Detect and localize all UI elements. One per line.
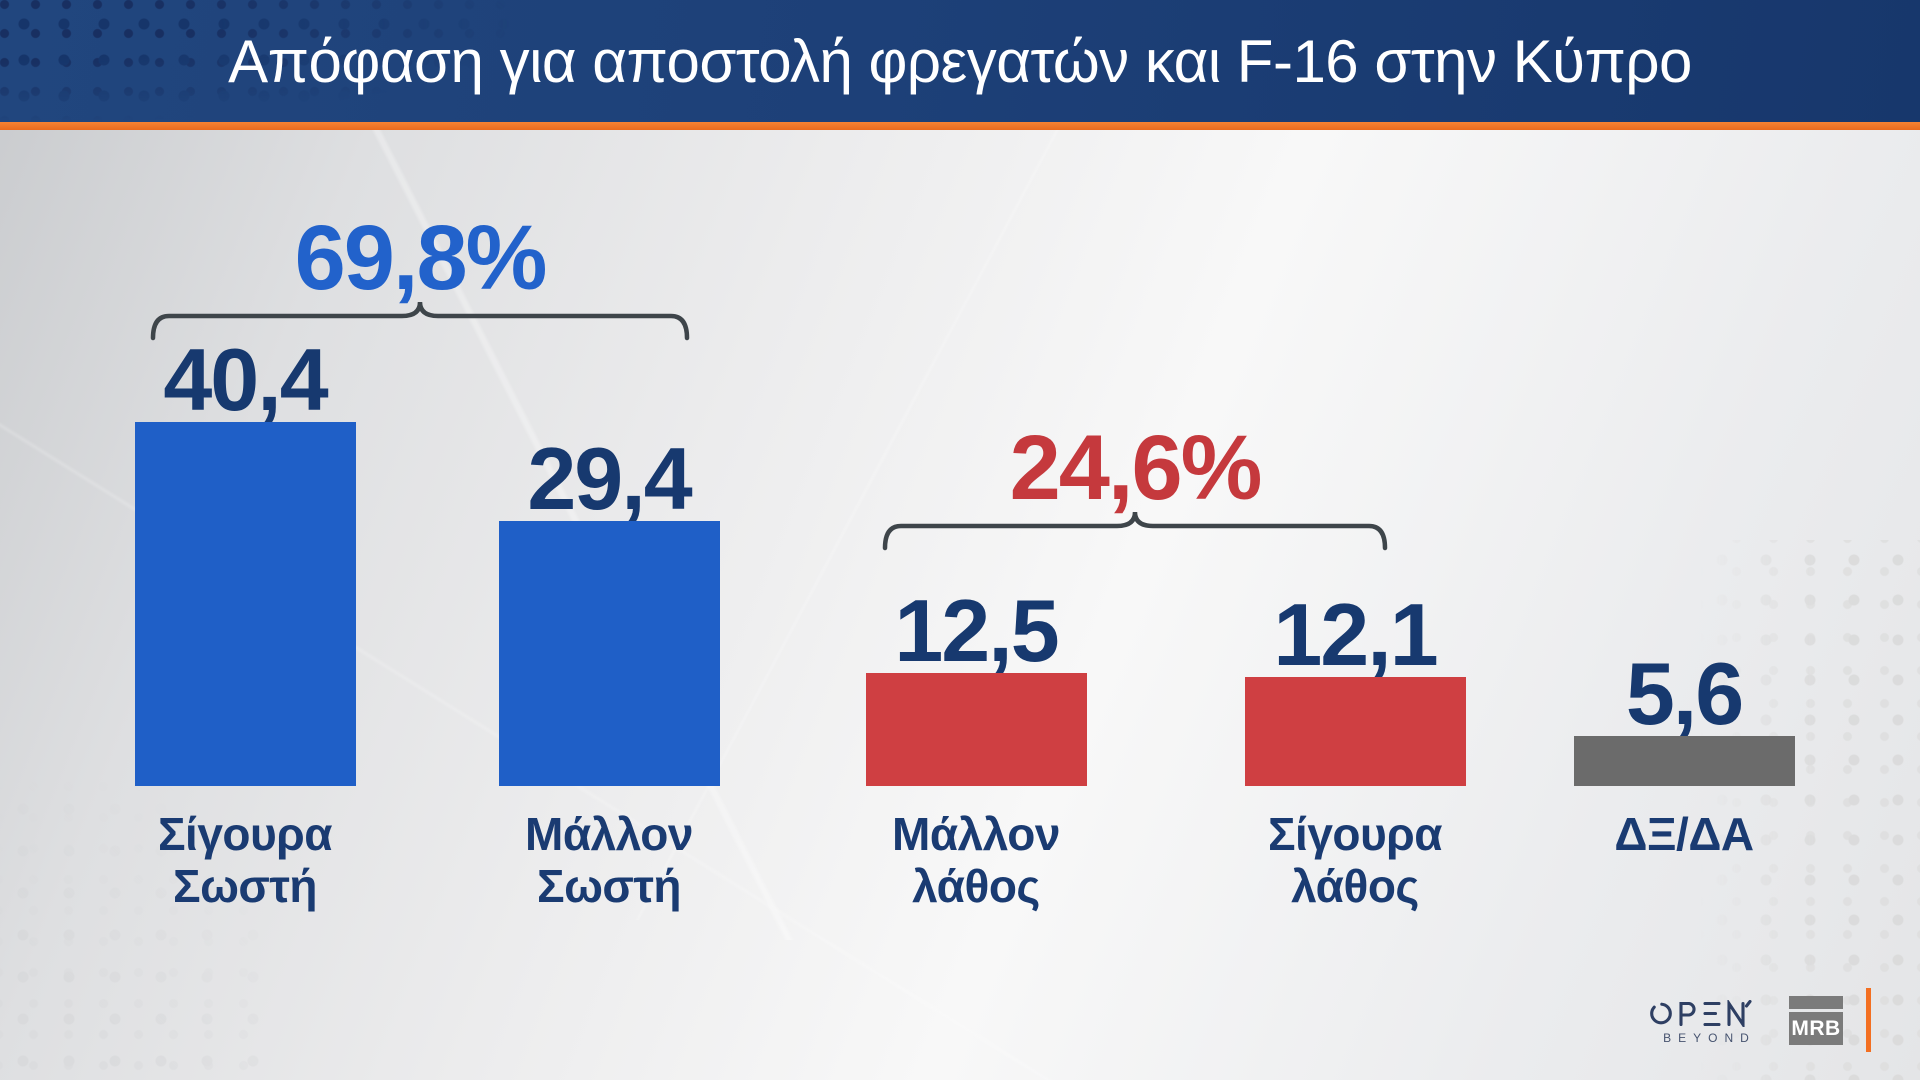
bar <box>1244 677 1466 786</box>
bar-value-label: 12,1 <box>1273 585 1438 684</box>
bar-category-line: Σωστή <box>536 860 682 912</box>
bar-category-line: Σίγουρα <box>1267 808 1443 860</box>
bar-category-line: λάθος <box>912 860 1040 912</box>
bar-category-line: Μάλλον <box>892 808 1060 860</box>
bar-category-line: λάθος <box>1291 860 1419 912</box>
bar-category-label: Μάλλον λάθος <box>776 808 1176 912</box>
open-letter-p <box>1679 1001 1696 1027</box>
bar-category-line: ΔΞ/ΔΑ <box>1614 808 1754 860</box>
group-sum-label: 24,6% <box>1009 417 1263 519</box>
open-letter-n <box>1727 1000 1752 1027</box>
bar <box>865 673 1087 786</box>
accent-line <box>0 122 1920 130</box>
bar-category-label: Σίγουρα λάθος <box>1155 808 1555 912</box>
page-title: Απόφαση για αποστολή φρεγατών και F-16 σ… <box>228 27 1692 95</box>
bar <box>134 422 356 786</box>
open-letter-o <box>1650 1002 1672 1025</box>
mrb-logo: MRB <box>1789 996 1843 1045</box>
bar-category-line: Σίγουρα <box>157 808 333 860</box>
bar-category-label: Μάλλον Σωστή <box>409 808 809 912</box>
group-sum-label: 69,8% <box>294 207 548 309</box>
bar-value-label: 29,4 <box>527 429 692 528</box>
group-bracket-icon <box>150 301 690 341</box>
mrb-box: MRB <box>1789 1012 1843 1045</box>
bar-value-label: 5,6 <box>1625 644 1744 743</box>
orange-accent-bar-icon <box>1866 988 1871 1052</box>
mrb-label: MRB <box>1791 1016 1841 1040</box>
bar-category-line: Μάλλον <box>525 808 693 860</box>
bar-category-label: Σίγουρα Σωστή <box>45 808 445 912</box>
bar <box>498 521 720 786</box>
bar-value-label: 12,5 <box>894 581 1059 680</box>
bar <box>1573 736 1795 786</box>
open-beyond-label: BEYOND <box>1663 1031 1756 1045</box>
open-letter-e <box>1703 1001 1721 1027</box>
group-bracket-icon <box>882 511 1388 551</box>
mrb-top-stripe <box>1789 996 1843 1009</box>
bar-value-label: 40,4 <box>163 330 328 429</box>
bar-category-label: ΔΞ/ΔΑ <box>1484 808 1884 860</box>
bar-category-line: Σωστή <box>172 860 318 912</box>
open-logo <box>1650 1000 1752 1027</box>
